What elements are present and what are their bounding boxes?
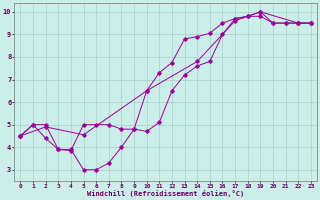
X-axis label: Windchill (Refroidissement éolien,°C): Windchill (Refroidissement éolien,°C) — [87, 190, 244, 197]
